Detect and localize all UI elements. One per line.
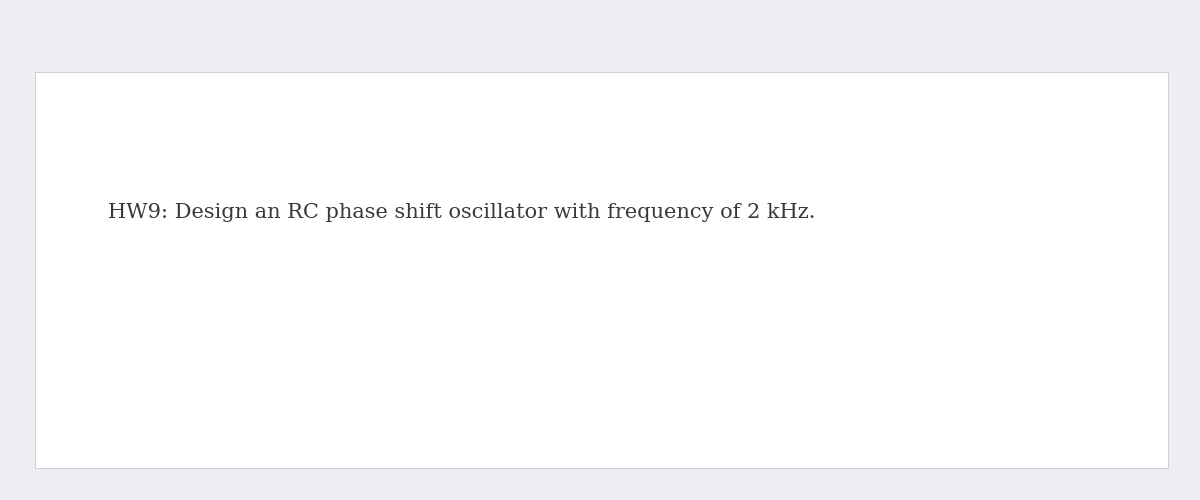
Bar [35, 72, 1168, 468]
Text: HW9: Design an RC phase shift oscillator with frequency of 2 kHz.: HW9: Design an RC phase shift oscillator… [108, 203, 816, 222]
